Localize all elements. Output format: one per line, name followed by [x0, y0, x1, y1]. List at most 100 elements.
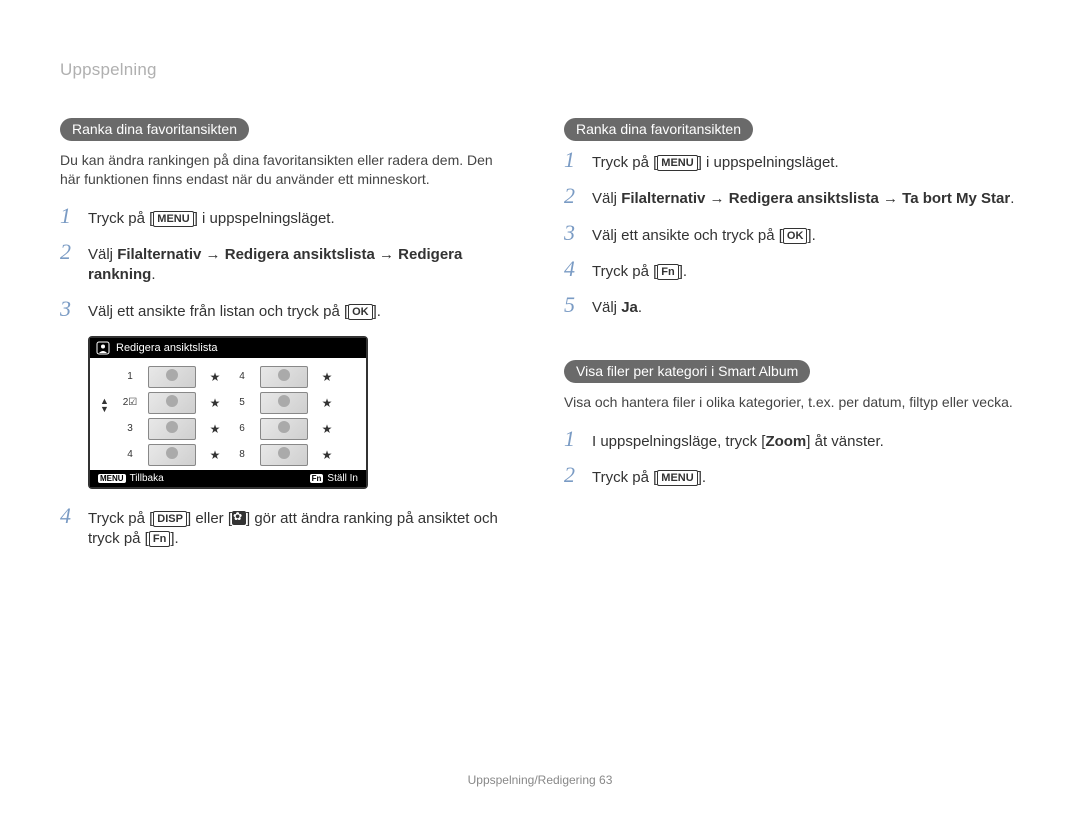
- text: ] eller [: [187, 510, 232, 527]
- star-icon: ★: [206, 448, 224, 462]
- arrow: →: [879, 190, 902, 207]
- step-text: Välj Ja.: [592, 296, 1020, 318]
- menu-button-label: MENU: [657, 470, 697, 486]
- pill-smart-album: Visa filer per kategori i Smart Album: [564, 360, 810, 383]
- bold: Zoom: [765, 433, 806, 450]
- text: ].: [807, 227, 815, 244]
- text: Ställ In: [327, 473, 358, 484]
- step-text: Tryck på [DISP] eller [] gör att ändra r…: [88, 507, 516, 550]
- star-icon: ★: [318, 448, 336, 462]
- check-icon: ☑: [128, 397, 137, 408]
- text: Tillbaka: [130, 473, 164, 484]
- step-number: 3: [564, 222, 582, 244]
- right-step-2: 2 Välj Filalternativ → Redigera ansiktsl…: [564, 187, 1020, 209]
- face-grid: 1 ★ 4 ★ ▲▼ 2☑ ★ 5 ★ 3 ★ 6: [90, 358, 366, 470]
- left-step-3: 3 Välj ett ansikte från listan och tryck…: [60, 300, 516, 322]
- menu-button-label: MENU: [657, 155, 697, 171]
- face-icon: [96, 341, 110, 355]
- step-text: Välj ett ansikte och tryck på [OK].: [592, 224, 1020, 246]
- step-text: Välj ett ansikte från listan och tryck p…: [88, 300, 516, 322]
- rank-num: 3: [120, 423, 140, 434]
- star-icon: ★: [318, 396, 336, 410]
- face-thumb: [148, 418, 196, 440]
- face-thumb: [260, 366, 308, 388]
- text: Välj: [592, 299, 621, 316]
- face-thumb: [260, 392, 308, 414]
- text: Tryck på [: [88, 510, 153, 527]
- step-text: Välj Filalternativ → Redigera ansiktslis…: [592, 187, 1020, 209]
- screenshot-title: Redigera ansiktslista: [116, 342, 218, 354]
- text: ].: [373, 303, 381, 320]
- bold: Ta bort My Star: [902, 190, 1010, 207]
- arrow: →: [705, 190, 728, 207]
- macro-flower-icon: [232, 511, 246, 525]
- section-header: Uppspelning: [60, 60, 1020, 80]
- text: I uppspelningsläge, tryck [: [592, 433, 765, 450]
- text: Välj: [592, 190, 621, 207]
- face-thumb: [148, 444, 196, 466]
- step-text: Välj Filalternativ → Redigera ansiktslis…: [88, 243, 516, 286]
- step-text: Tryck på [MENU] i uppspelningsläget.: [592, 151, 1020, 173]
- arrow: →: [375, 246, 398, 263]
- smart-album-description: Visa och hantera filer i olika kategorie…: [564, 393, 1020, 412]
- footer-set: Fn Ställ In: [310, 473, 358, 484]
- text: Tryck på [: [592, 263, 657, 280]
- face-thumb: [148, 366, 196, 388]
- left-step-4: 4 Tryck på [DISP] eller [] gör att ändra…: [60, 507, 516, 550]
- bold: Filalternativ: [117, 246, 201, 263]
- text: Tryck på [: [592, 469, 657, 486]
- star-icon: ★: [206, 396, 224, 410]
- rank-num: 4: [232, 371, 252, 382]
- step-number: 1: [564, 149, 582, 171]
- text: .: [151, 266, 155, 283]
- page-footer: Uppspelning/Redigering 63: [0, 773, 1080, 787]
- ok-button-label: OK: [348, 304, 373, 320]
- right-step-4: 4 Tryck på [Fn].: [564, 260, 1020, 282]
- face-list-screenshot: Redigera ansiktslista 1 ★ 4 ★ ▲▼ 2☑ ★ 5 …: [88, 336, 368, 489]
- smart-step-1: 1 I uppspelningsläge, tryck [Zoom] åt vä…: [564, 430, 1020, 452]
- fn-button-label: Fn: [657, 264, 678, 280]
- right-step-1: 1 Tryck på [MENU] i uppspelningsläget.: [564, 151, 1020, 173]
- face-thumb: [260, 444, 308, 466]
- text: ] i uppspelningsläget.: [194, 210, 335, 227]
- text: .: [1010, 190, 1014, 207]
- rank-num: 1: [120, 371, 140, 382]
- text: Tryck på [: [592, 154, 657, 171]
- step-number: 5: [564, 294, 582, 316]
- rank-num: 8: [232, 449, 252, 460]
- text: ].: [698, 469, 706, 486]
- disp-button-label: DISP: [153, 511, 187, 527]
- step-text: Tryck på [MENU].: [592, 466, 1020, 488]
- bold: Ja: [621, 299, 638, 316]
- step-number: 1: [564, 428, 582, 450]
- rank-num: 4: [120, 449, 140, 460]
- fn-button-label: Fn: [149, 531, 170, 547]
- rank-num: ▲▼ 2☑: [120, 397, 140, 408]
- left-step-2: 2 Välj Filalternativ → Redigera ansiktsl…: [60, 243, 516, 286]
- rank-num: 6: [232, 423, 252, 434]
- content-columns: Ranka dina favoritansikten Du kan ändra …: [60, 118, 1020, 563]
- text: Välj: [88, 246, 117, 263]
- star-icon: ★: [206, 422, 224, 436]
- pill-rank-faces-left: Ranka dina favoritansikten: [60, 118, 249, 141]
- right-column: Ranka dina favoritansikten 1 Tryck på [M…: [564, 118, 1020, 563]
- smart-step-2: 2 Tryck på [MENU].: [564, 466, 1020, 488]
- text: Välj ett ansikte från listan och tryck p…: [88, 303, 348, 320]
- screenshot-footer: MENU Tillbaka Fn Ställ In: [90, 470, 366, 487]
- ok-button-label: OK: [783, 228, 808, 244]
- text: ] åt vänster.: [806, 433, 884, 450]
- step-number: 1: [60, 205, 78, 227]
- right-step-3: 3 Välj ett ansikte och tryck på [OK].: [564, 224, 1020, 246]
- menu-mini-button: MENU: [98, 474, 126, 483]
- bold: Redigera ansiktslista: [225, 246, 375, 263]
- step-number: 2: [564, 185, 582, 207]
- text: .: [638, 299, 642, 316]
- text: Tryck på [: [88, 210, 153, 227]
- right-step-5: 5 Välj Ja.: [564, 296, 1020, 318]
- fn-mini-button: Fn: [310, 474, 324, 483]
- rank-num: 5: [232, 397, 252, 408]
- step-number: 2: [60, 241, 78, 263]
- left-column: Ranka dina favoritansikten Du kan ändra …: [60, 118, 516, 563]
- up-down-arrows-icon: ▲▼: [100, 397, 109, 413]
- text: ].: [679, 263, 687, 280]
